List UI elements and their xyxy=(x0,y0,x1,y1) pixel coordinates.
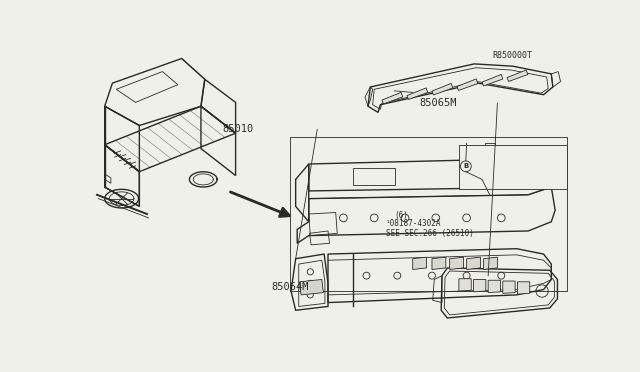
Polygon shape xyxy=(474,279,486,292)
Polygon shape xyxy=(459,279,471,291)
Polygon shape xyxy=(432,257,446,269)
Polygon shape xyxy=(413,257,427,269)
Bar xyxy=(289,137,566,291)
Polygon shape xyxy=(503,281,515,294)
Text: (6): (6) xyxy=(394,211,408,219)
Polygon shape xyxy=(457,79,478,90)
Text: R850000T: R850000T xyxy=(493,51,532,60)
Polygon shape xyxy=(488,280,500,293)
Polygon shape xyxy=(450,257,463,269)
Polygon shape xyxy=(517,282,530,294)
Text: 85064M: 85064M xyxy=(271,282,309,292)
Bar xyxy=(353,168,395,185)
Polygon shape xyxy=(484,257,497,269)
Text: ¹08187-4302A: ¹08187-4302A xyxy=(386,219,442,228)
Text: SEE SEC.266 (26510): SEE SEC.266 (26510) xyxy=(386,229,474,238)
Polygon shape xyxy=(467,257,481,269)
Polygon shape xyxy=(482,74,503,86)
Polygon shape xyxy=(300,279,323,295)
Text: B: B xyxy=(463,163,468,169)
Bar xyxy=(459,145,566,189)
Text: 85010: 85010 xyxy=(222,124,253,134)
Polygon shape xyxy=(407,88,428,99)
Polygon shape xyxy=(382,92,403,104)
Text: 85065M: 85065M xyxy=(419,98,457,108)
Polygon shape xyxy=(432,83,452,95)
Polygon shape xyxy=(507,70,528,81)
